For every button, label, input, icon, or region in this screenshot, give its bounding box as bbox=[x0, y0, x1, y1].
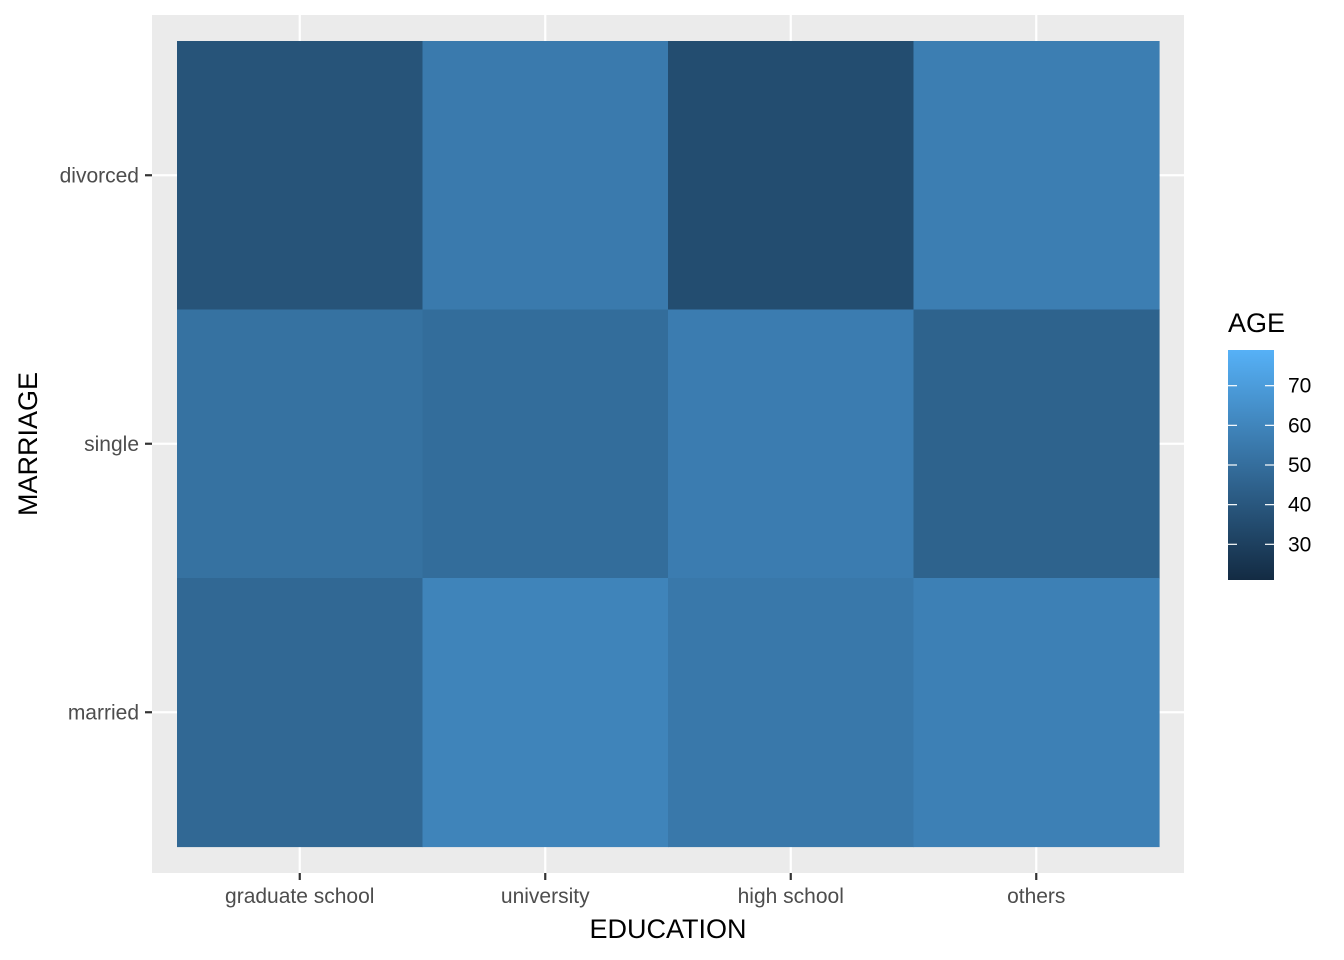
heatmap-tile bbox=[913, 578, 1160, 848]
heatmap-tile bbox=[913, 41, 1160, 311]
y-axis: divorced single married bbox=[60, 164, 152, 724]
heatmap-tile bbox=[177, 41, 424, 311]
legend-tick-label: 40 bbox=[1288, 494, 1311, 517]
legend: AGE 30 40 50 60 70 bbox=[1228, 308, 1311, 580]
heatmap-tiles bbox=[177, 41, 1160, 848]
heatmap-tile bbox=[422, 41, 669, 311]
x-tick-label: others bbox=[1007, 885, 1065, 908]
heatmap-tile bbox=[177, 578, 424, 848]
y-tick-label: single bbox=[84, 433, 139, 456]
heatmap-tile bbox=[668, 578, 915, 848]
x-tick-label: graduate school bbox=[225, 885, 374, 908]
x-axis-title: EDUCATION bbox=[589, 914, 746, 944]
heatmap-tile bbox=[422, 578, 669, 848]
x-tick-label: high school bbox=[738, 885, 844, 908]
legend-tick-label: 30 bbox=[1288, 533, 1311, 556]
heatmap-tile bbox=[177, 309, 424, 579]
x-tick-label: university bbox=[501, 885, 590, 908]
legend-ticks: 30 40 50 60 70 bbox=[1228, 375, 1311, 556]
legend-tick-label: 70 bbox=[1288, 375, 1311, 398]
x-axis: graduate school university high school othe… bbox=[225, 873, 1065, 908]
y-tick-label: married bbox=[68, 701, 139, 724]
heatmap-tile bbox=[913, 309, 1160, 579]
y-tick-label: divorced bbox=[60, 164, 139, 187]
y-axis-title: MARRIAGE bbox=[13, 372, 43, 516]
legend-tick-label: 60 bbox=[1288, 414, 1311, 437]
legend-tick-label: 50 bbox=[1288, 454, 1311, 477]
heatmap-tile bbox=[422, 309, 669, 579]
heatmap-tile bbox=[668, 309, 915, 579]
legend-title: AGE bbox=[1228, 308, 1285, 338]
heatmap-tile bbox=[668, 41, 915, 311]
